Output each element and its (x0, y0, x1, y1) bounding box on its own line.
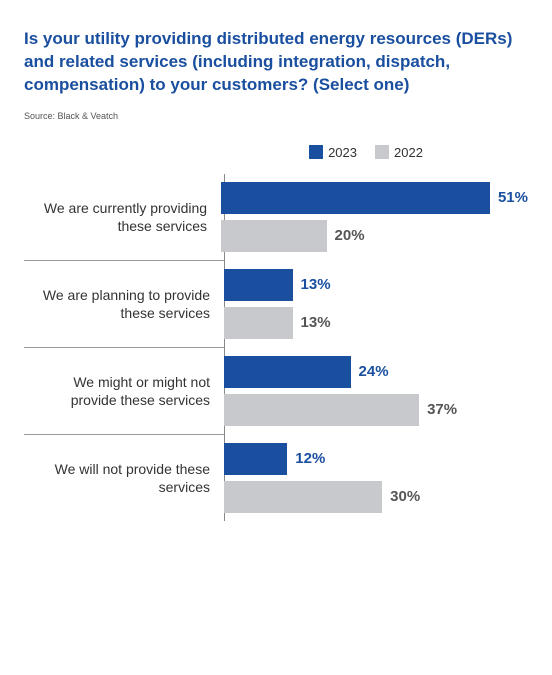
bar-chart: We are currently providing these service… (24, 174, 528, 521)
bar-row: 20% (221, 220, 528, 252)
category-group: We are planning to provide these service… (24, 261, 528, 347)
bar-row: 51% (221, 182, 528, 214)
legend: 2023 2022 (204, 145, 528, 160)
bar (224, 481, 382, 513)
category-label: We are currently providing these service… (24, 199, 221, 235)
bar (224, 269, 293, 301)
category-label: We will not provide these services (24, 460, 224, 496)
bar-value-label: 37% (427, 401, 457, 418)
bars-container: 13% 13% (224, 261, 528, 347)
bar-value-label: 20% (335, 227, 365, 244)
bar-value-label: 51% (498, 189, 528, 206)
bar-row: 12% (224, 443, 528, 475)
category-group: We are currently providing these service… (24, 174, 528, 260)
bar-value-label: 13% (301, 314, 331, 331)
bars-container: 51% 20% (221, 174, 528, 260)
bar (224, 443, 287, 475)
bars-container: 12% 30% (224, 435, 528, 521)
bar (221, 182, 490, 214)
bar-row: 13% (224, 269, 528, 301)
chart-source: Source: Black & Veatch (24, 111, 528, 121)
bar-value-label: 30% (390, 488, 420, 505)
category-label: We might or might not provide these serv… (24, 373, 224, 409)
bar-row: 30% (224, 481, 528, 513)
bar-value-label: 12% (295, 450, 325, 467)
chart-title: Is your utility providing distributed en… (24, 28, 528, 97)
category-group: We might or might not provide these serv… (24, 348, 528, 434)
bar (224, 394, 419, 426)
legend-item-2022: 2022 (375, 145, 423, 160)
bar (224, 307, 293, 339)
bar-row: 24% (224, 356, 528, 388)
bar-row: 37% (224, 394, 528, 426)
category-group: We will not provide these services 12% 30% (24, 435, 528, 521)
category-label: We are planning to provide these service… (24, 286, 224, 322)
bar-row: 13% (224, 307, 528, 339)
bar (221, 220, 326, 252)
legend-label-2022: 2022 (394, 145, 423, 160)
bars-container: 24% 37% (224, 348, 528, 434)
bar-value-label: 13% (301, 276, 331, 293)
legend-label-2023: 2023 (328, 145, 357, 160)
bar-value-label: 24% (359, 363, 389, 380)
legend-swatch-2023 (309, 145, 323, 159)
legend-swatch-2022 (375, 145, 389, 159)
bar (224, 356, 351, 388)
legend-item-2023: 2023 (309, 145, 357, 160)
